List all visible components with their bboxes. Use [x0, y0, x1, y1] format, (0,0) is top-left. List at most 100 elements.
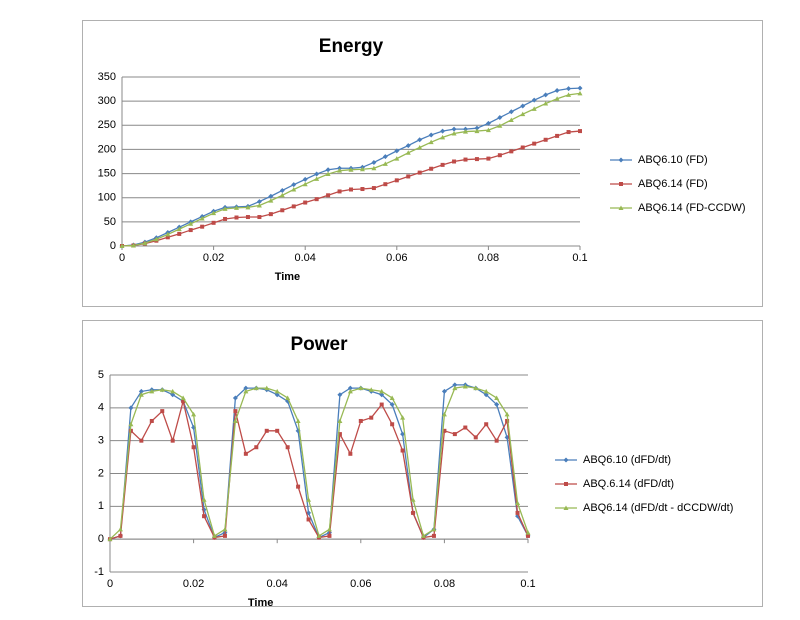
data-point [431, 533, 436, 538]
data-point [302, 176, 308, 182]
legend-label: ABQ6.14 (dFD/dt - dCCDW/dt) [583, 502, 733, 514]
data-point [554, 88, 560, 94]
data-point [200, 224, 205, 229]
data-point [188, 228, 193, 233]
data-point [554, 96, 560, 101]
data-point [406, 174, 411, 179]
y-tick-label: 0 [98, 533, 104, 545]
data-point [389, 395, 395, 400]
data-point [389, 402, 395, 408]
data-point [348, 451, 353, 456]
x-tick-label: 0.02 [203, 252, 224, 264]
data-point [451, 126, 457, 132]
data-point [170, 388, 176, 394]
data-point [211, 210, 217, 216]
y-tick-label: 2 [98, 467, 104, 479]
data-point [494, 438, 499, 443]
y-tick-label: 200 [98, 143, 116, 155]
data-point [411, 510, 416, 515]
data-point [139, 438, 144, 443]
data-point [181, 399, 186, 404]
y-tick-label: 5 [98, 369, 104, 381]
data-point [280, 208, 285, 213]
data-point [428, 132, 434, 138]
data-point [555, 133, 560, 138]
y-tick-label: 150 [98, 167, 116, 179]
data-point [160, 409, 165, 414]
data-point [199, 215, 205, 221]
data-point [325, 167, 331, 173]
data-point [180, 395, 186, 400]
data-point [291, 187, 297, 192]
data-point [314, 197, 319, 202]
data-point [400, 448, 405, 453]
x-tick-label: 0.06 [350, 578, 371, 590]
data-point [326, 526, 332, 532]
data-point [275, 428, 280, 433]
data-point [474, 157, 479, 162]
legend-label: ABQ6.14 (FD) [638, 178, 708, 190]
data-point [170, 438, 175, 443]
data-point [474, 128, 480, 134]
y-tick-label: 100 [98, 192, 116, 204]
data-point [515, 510, 520, 515]
data-point [382, 154, 388, 160]
data-point [452, 432, 457, 437]
y-tick-label: 3 [98, 435, 104, 447]
data-point [451, 130, 457, 136]
data-point [191, 445, 196, 450]
y-tick-label: 350 [98, 71, 116, 83]
data-point [243, 385, 249, 391]
data-point [285, 445, 290, 450]
data-point [358, 418, 363, 423]
data-point [245, 215, 250, 220]
data-point [243, 388, 249, 394]
data-point [577, 90, 583, 96]
data-point [149, 388, 155, 394]
x-tick-label: 0.04 [294, 252, 315, 264]
data-point [314, 176, 320, 181]
x-tick-label: 0.08 [434, 578, 455, 590]
data-point [441, 411, 447, 417]
data-point [485, 127, 491, 133]
data-point [291, 204, 296, 209]
chart-title: Energy [319, 36, 384, 57]
data-point [577, 85, 583, 91]
data-point [563, 505, 569, 510]
data-point [440, 162, 445, 167]
data-point [440, 128, 446, 134]
data-point [452, 382, 458, 388]
data-point [223, 216, 228, 221]
data-point [128, 421, 134, 427]
y-tick-label: 4 [98, 402, 104, 414]
data-point [222, 526, 228, 532]
data-point [371, 159, 377, 165]
x-tick-label: 0 [107, 578, 113, 590]
data-point [222, 533, 227, 538]
data-point [326, 193, 331, 198]
y-tick-label: 50 [104, 216, 116, 228]
data-point [202, 514, 207, 519]
data-point [494, 395, 500, 400]
data-point [484, 422, 489, 427]
data-point [525, 530, 531, 535]
data-point [543, 137, 548, 142]
data-point [383, 182, 388, 187]
data-point [578, 129, 582, 134]
data-point [138, 392, 144, 397]
data-point [509, 149, 514, 154]
data-point [303, 200, 308, 205]
data-point [431, 526, 437, 532]
data-point [274, 392, 280, 398]
data-point [279, 192, 285, 198]
data-point [497, 123, 503, 128]
data-point [337, 168, 343, 173]
data-point [379, 392, 385, 398]
x-axis-title: Time [275, 271, 300, 283]
data-point [159, 387, 165, 392]
data-point [452, 159, 457, 164]
data-point [368, 387, 374, 392]
data-point [314, 171, 320, 177]
data-point [566, 86, 572, 92]
data-point [371, 165, 377, 171]
